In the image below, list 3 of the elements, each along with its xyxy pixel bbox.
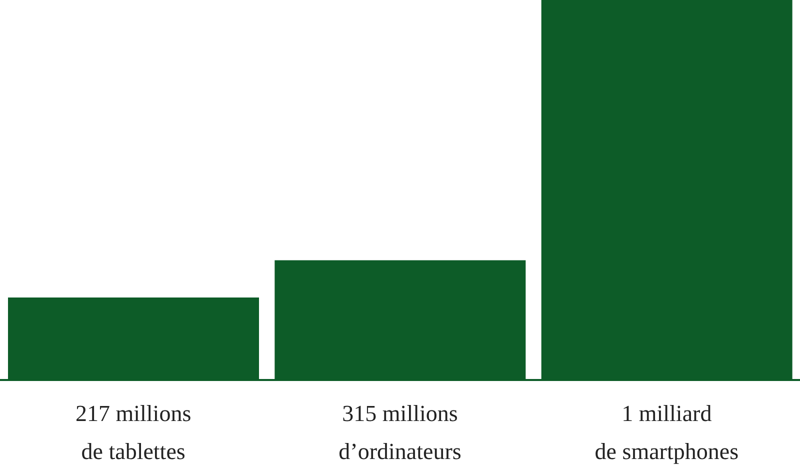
x-tick-label: 315 millions d’ordinateurs: [338, 401, 462, 464]
x-tick-label: 1 milliard de smartphones: [594, 401, 739, 464]
x-tick-label: 217 millions de tablettes: [76, 401, 192, 464]
